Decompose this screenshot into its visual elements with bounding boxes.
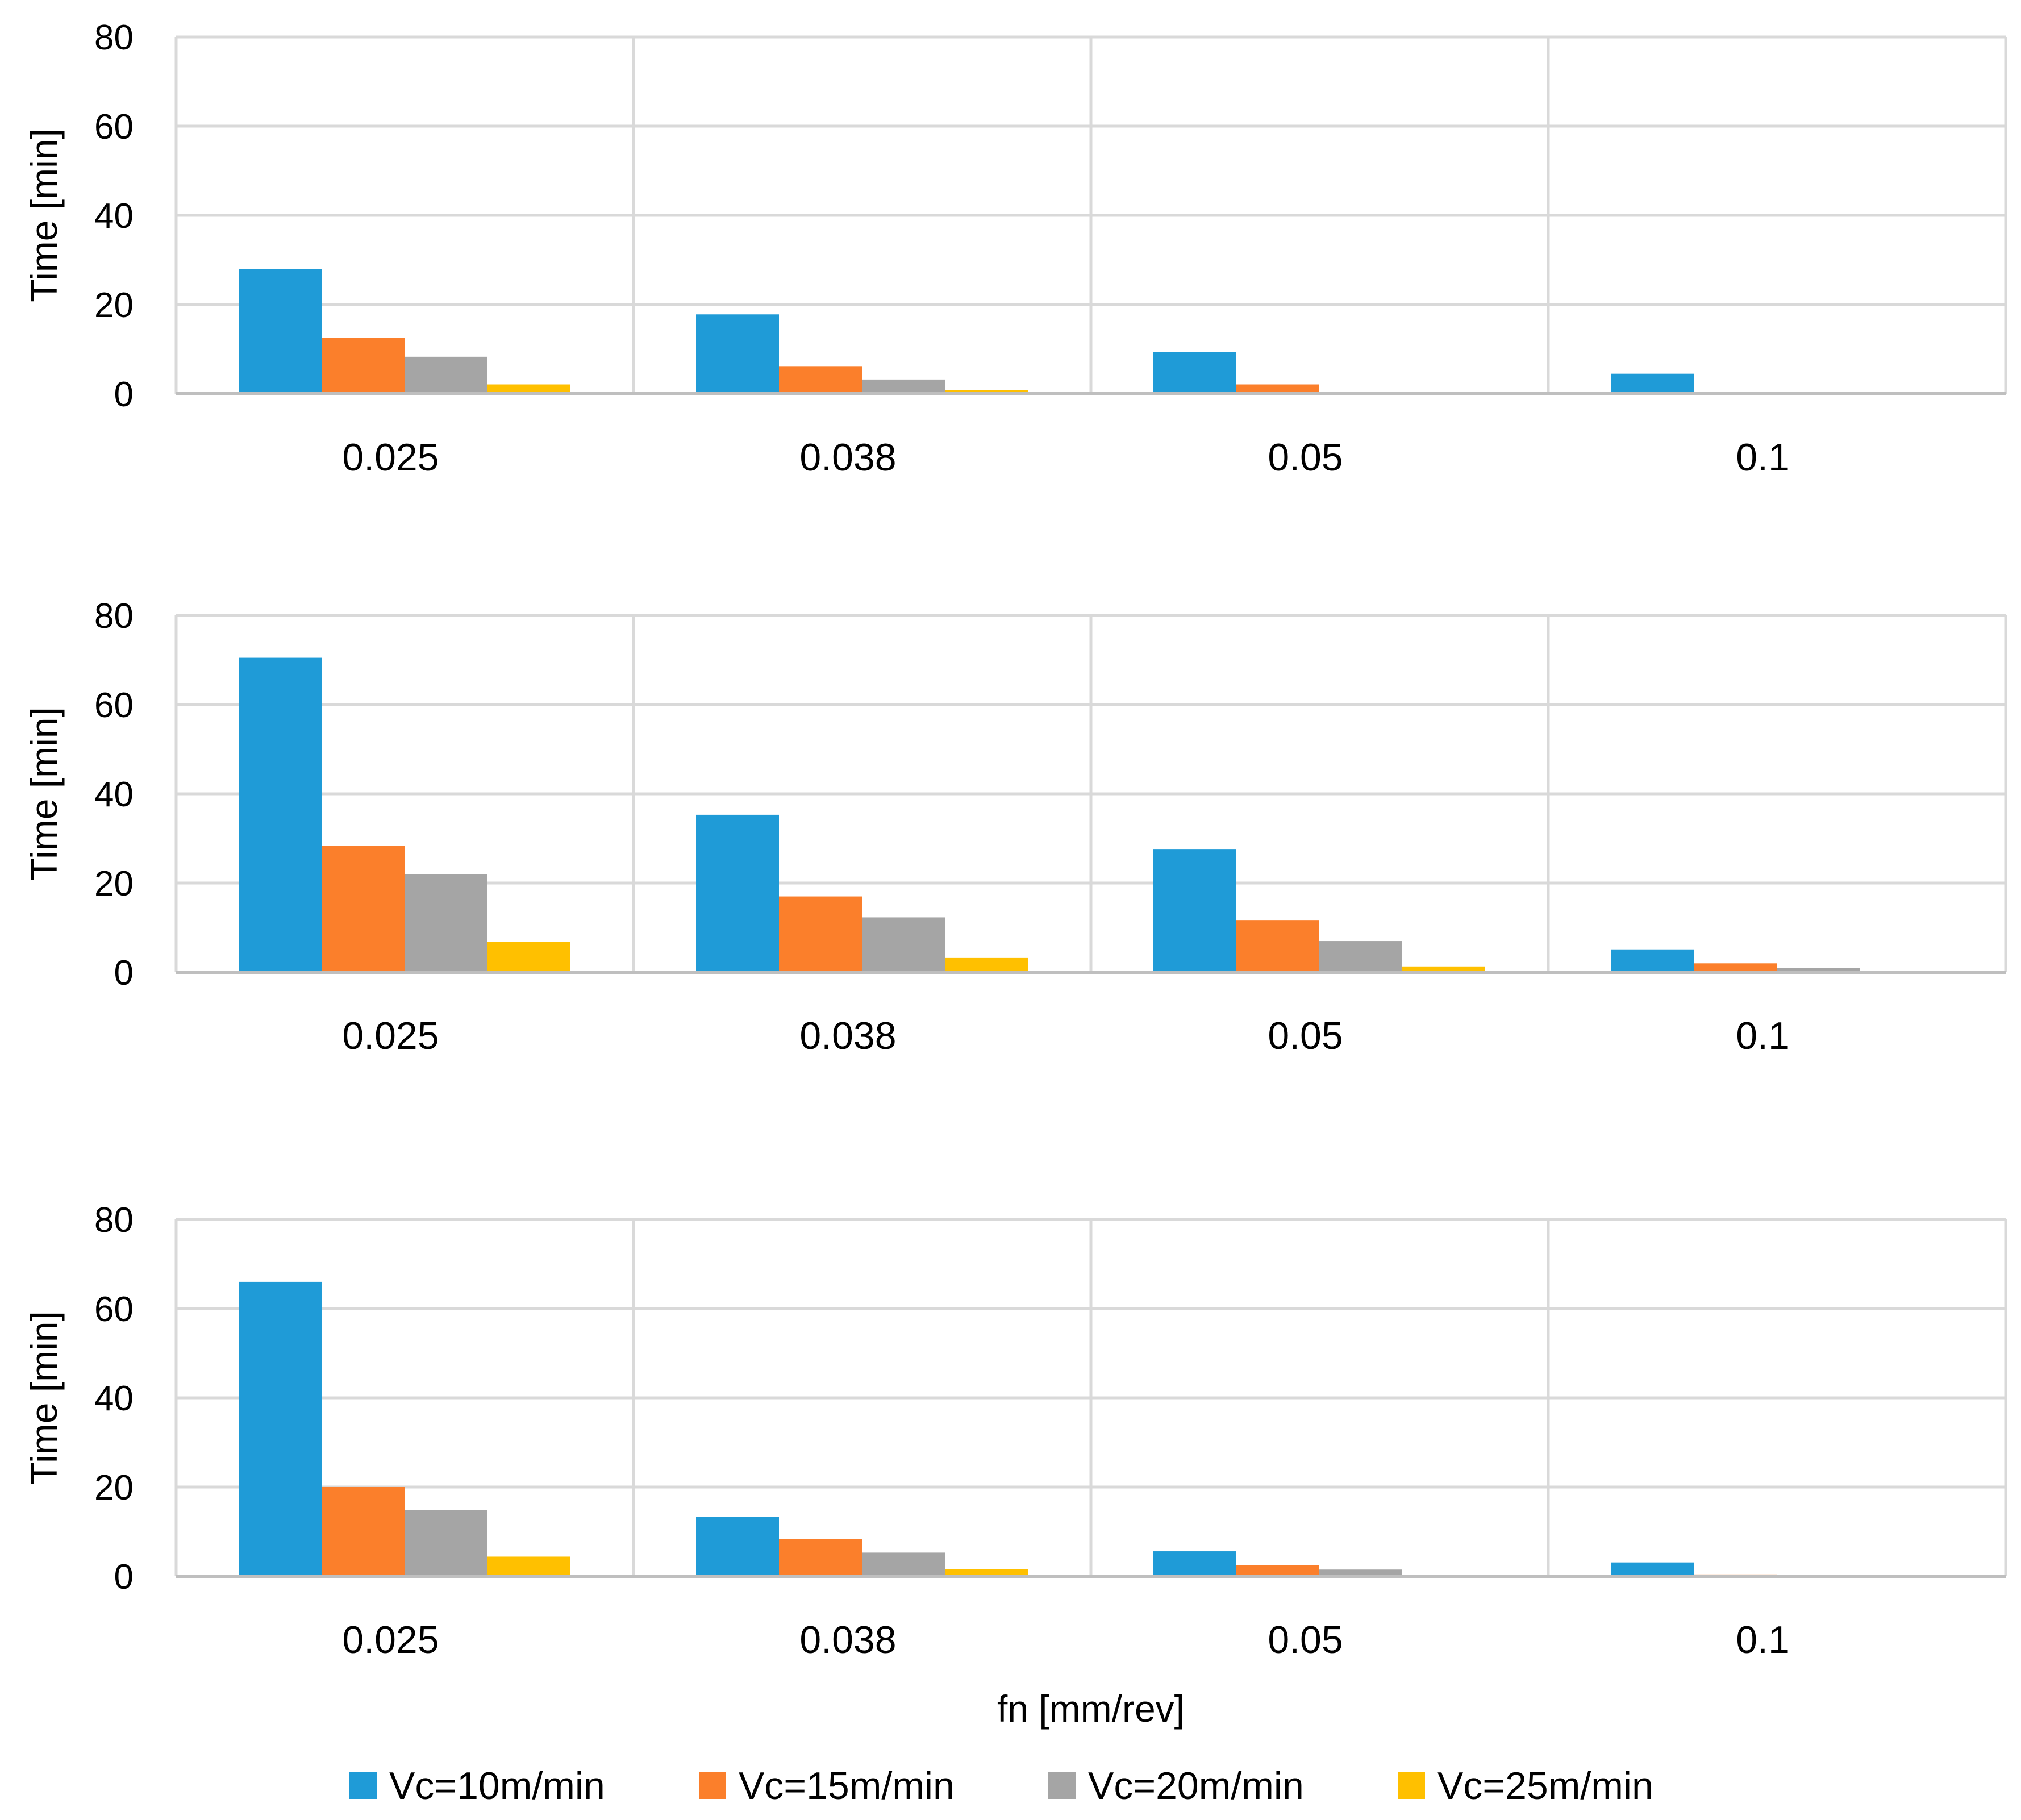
bar-vc-25m-min-0.05: [1402, 966, 1485, 972]
chart-panel-2: 0 20 40 60 80 0.025 0.038 0.05 0.1 Time [min]: [23, 597, 2007, 1057]
bar-vc-15m-min-0.038: [779, 366, 862, 394]
x-tick-label: 0.1: [1736, 1014, 1790, 1057]
bar-vc-15m-min-0.1: [1694, 963, 1777, 972]
bar-vc-15m-min-0.038: [779, 896, 862, 972]
bar-vc-10m-min-0.05: [1153, 1551, 1236, 1576]
x-tick-label: 0.1: [1736, 436, 1790, 479]
bar-vc-10m-min-0.05: [1153, 849, 1236, 972]
x-tick-label: 0.025: [342, 1618, 439, 1661]
legend-item: Vc=20m/min: [1048, 1764, 1304, 1807]
x-tick-label: 0.025: [342, 1014, 439, 1057]
y-tick-label: 0: [114, 953, 134, 993]
y-tick-label: 0: [114, 1557, 134, 1597]
bar-vc-20m-min-0.038: [862, 379, 945, 394]
y-tick-label: 80: [94, 18, 134, 57]
bar-vc-10m-min-0.1: [1611, 1562, 1694, 1576]
y-tick-label: 60: [94, 686, 134, 725]
chart-panel-1: 0 20 40 60 80 0.025 0.038 0.05 0.1 Time [min]: [23, 18, 2007, 479]
y-tick-label: 40: [94, 1379, 134, 1418]
bar-vc-10m-min-0.1: [1611, 949, 1694, 972]
legend-item: Vc=25m/min: [1398, 1764, 1653, 1807]
legend-label: Vc=15m/min: [739, 1764, 955, 1807]
x-tick-label: 0.038: [799, 1014, 896, 1057]
y-tick-label: 40: [94, 197, 134, 236]
chart-panel-3: 0 20 40 60 80 0.025 0.038 0.05 0.1 Time [min]: [23, 1201, 2007, 1661]
bar-vc-25m-min-0.038: [945, 1569, 1028, 1576]
legend-label: Vc=25m/min: [1437, 1764, 1653, 1807]
y-axis-title: Time [min]: [23, 128, 65, 302]
y-tick-label: 20: [94, 864, 134, 903]
y-tick-label: 40: [94, 775, 134, 814]
bar-vc-10m-min-0.025: [239, 269, 322, 394]
bar-vc-25m-min-0.038: [945, 957, 1028, 972]
bar-vc-10m-min-0.1: [1611, 373, 1694, 394]
bar-vc-20m-min-0.038: [862, 1552, 945, 1576]
bar-vc-15m-min-0.025: [322, 846, 405, 972]
bar-vc-20m-min-0.025: [405, 356, 487, 394]
bar-vc-15m-min-0.025: [322, 1487, 405, 1576]
bar-vc-10m-min-0.038: [696, 314, 779, 394]
bar-vc-15m-min-0.05: [1236, 1565, 1319, 1576]
bar-vc-25m-min-0.025: [487, 1556, 570, 1576]
y-tick-label: 60: [94, 107, 134, 147]
y-axis-title: Time [min]: [23, 707, 65, 881]
bar-vc-25m-min-0.038: [945, 390, 1028, 394]
legend-label: Vc=10m/min: [389, 1764, 605, 1807]
legend-swatch: [1048, 1772, 1076, 1799]
bar-vc-20m-min-0.025: [405, 874, 487, 972]
bar-vc-10m-min-0.038: [696, 1517, 779, 1576]
bar-vc-20m-min-0.05: [1319, 941, 1402, 972]
bar-vc-10m-min-0.025: [239, 1281, 322, 1576]
legend-swatch: [699, 1772, 726, 1799]
bar-vc-20m-min-0.038: [862, 917, 945, 972]
legend-label: Vc=20m/min: [1088, 1764, 1304, 1807]
x-tick-label: 0.038: [799, 436, 896, 479]
y-tick-label: 80: [94, 597, 134, 636]
legend-item: Vc=15m/min: [699, 1764, 955, 1807]
legend: Vc=10m/min Vc=15m/min Vc=20m/min Vc=25m/min: [349, 1764, 1653, 1807]
x-tick-label: 0.05: [1268, 1618, 1343, 1661]
x-tick-label: 0.05: [1268, 436, 1343, 479]
bar-vc-20m-min-0.05: [1319, 1569, 1402, 1576]
y-tick-label: 80: [94, 1201, 134, 1240]
x-tick-label: 0.038: [799, 1618, 896, 1661]
bar-vc-15m-min-0.038: [779, 1539, 862, 1576]
y-tick-label: 0: [114, 375, 134, 414]
legend-item: Vc=10m/min: [349, 1764, 605, 1807]
x-axis-title: fn [mm/rev]: [997, 1688, 1185, 1730]
bar-vc-20m-min-0.025: [405, 1510, 487, 1576]
chart-panels: 0 20 40 60 80 0.025 0.038 0.05 0.1 Time [min] 0 20 4…: [23, 18, 2007, 1661]
bar-vc-25m-min-0.025: [487, 942, 570, 972]
bar-vc-15m-min-0.05: [1236, 384, 1319, 394]
y-tick-label: 20: [94, 286, 134, 325]
bar-vc-15m-min-0.025: [322, 338, 405, 394]
bar-vc-10m-min-0.038: [696, 814, 779, 972]
bar-vc-10m-min-0.05: [1153, 352, 1236, 394]
bar-vc-25m-min-0.025: [487, 384, 570, 394]
legend-swatch: [1398, 1772, 1425, 1799]
x-tick-label: 0.025: [342, 436, 439, 479]
y-axis-title: Time [min]: [23, 1311, 65, 1485]
y-tick-label: 20: [94, 1468, 134, 1507]
bar-vc-10m-min-0.025: [239, 657, 322, 972]
legend-swatch: [349, 1772, 377, 1799]
y-tick-label: 60: [94, 1290, 134, 1329]
x-tick-label: 0.1: [1736, 1618, 1790, 1661]
x-tick-label: 0.05: [1268, 1014, 1343, 1057]
bar-vc-20m-min-0.1: [1777, 968, 1860, 972]
bar-vc-15m-min-0.05: [1236, 920, 1319, 972]
